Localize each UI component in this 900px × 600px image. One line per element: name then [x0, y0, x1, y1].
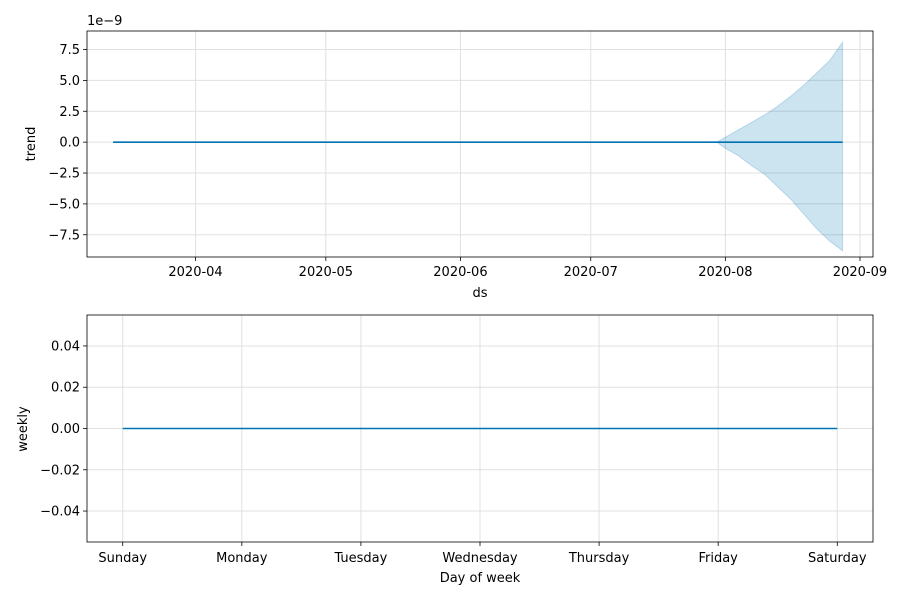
- trend-x-tick-label: 2020-09: [833, 265, 887, 280]
- weekly-y-tick-label: −0.02: [40, 463, 80, 478]
- weekly-x-tick-label: Friday: [698, 551, 738, 566]
- trend-offset-label: 1e−9: [87, 14, 122, 29]
- trend-y-axis-label: trend: [24, 127, 39, 162]
- weekly-x-axis-label: Day of week: [440, 571, 521, 586]
- trend-series: [113, 40, 844, 252]
- trend-y-ticks: −7.5 −5.0 −2.5 0.0 2.5 5.0 7.5: [48, 43, 87, 243]
- weekly-y-tick-label: 0.04: [51, 339, 80, 354]
- trend-y-tick-label: 0.0: [59, 136, 80, 151]
- trend-x-tick-label: 2020-04: [168, 265, 222, 280]
- weekly-x-tick-label: Wednesday: [442, 551, 518, 566]
- trend-panel: 2020-04 2020-05 2020-06 2020-07 2020-08 2020-…: [24, 14, 887, 301]
- trend-y-tick-label: −7.5: [48, 228, 80, 243]
- trend-x-tick-label: 2020-07: [564, 265, 618, 280]
- weekly-x-tick-label: Monday: [216, 551, 268, 566]
- weekly-x-tick-label: Saturday: [808, 551, 867, 566]
- weekly-y-tick-label: −0.04: [40, 505, 80, 520]
- trend-axes-frame: [86, 30, 874, 258]
- weekly-x-tick-label: Thursday: [568, 551, 630, 566]
- weekly-y-axis-label: weekly: [16, 406, 31, 452]
- weekly-y-tick-label: 0.00: [51, 422, 80, 437]
- trend-y-tick-label: 2.5: [59, 105, 80, 120]
- weekly-x-tick-label: Tuesday: [333, 551, 387, 566]
- trend-y-tick-label: −2.5: [48, 167, 80, 182]
- weekly-x-ticks: Sunday Monday Tuesday Wednesday Thursday Frid…: [98, 542, 867, 566]
- weekly-panel: Sunday Monday Tuesday Wednesday Thursday Frid…: [16, 314, 874, 586]
- trend-x-axis-label: ds: [472, 286, 487, 301]
- trend-x-tick-label: 2020-05: [299, 265, 353, 280]
- trend-uncertainty-band: [715, 40, 844, 252]
- trend-y-tick-label: 5.0: [59, 74, 80, 89]
- weekly-x-tick-label: Sunday: [98, 551, 147, 566]
- weekly-y-ticks: −0.04 −0.02 0.00 0.02 0.04: [40, 339, 87, 520]
- trend-y-tick-label: 7.5: [59, 43, 80, 58]
- trend-x-ticks: 2020-04 2020-05 2020-06 2020-07 2020-08 2020-…: [168, 257, 887, 280]
- weekly-y-tick-label: 0.02: [51, 381, 80, 396]
- trend-x-tick-label: 2020-08: [698, 265, 752, 280]
- trend-y-tick-label: −5.0: [48, 197, 80, 212]
- trend-x-tick-label: 2020-06: [433, 265, 487, 280]
